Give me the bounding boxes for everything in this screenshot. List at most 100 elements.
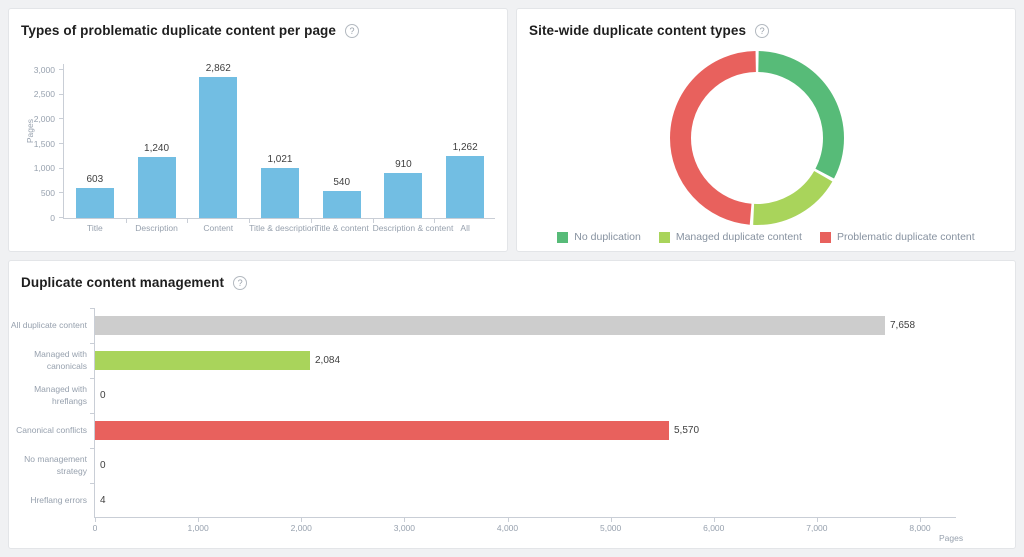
panel-types-per-page: Types of problematic duplicate content p…: [8, 8, 508, 252]
legend-label: Managed duplicate content: [675, 231, 802, 243]
help-icon[interactable]: ?: [755, 23, 770, 38]
bar-slot-title-content: 540: [311, 177, 373, 218]
bar-value-label: 2,862: [205, 63, 231, 74]
legend-item-managed-duplicate-content[interactable]: Managed duplicate content: [658, 231, 802, 243]
bar-all[interactable]: [446, 156, 485, 218]
x-axis-tick: [610, 518, 612, 522]
bar-value-label: 7,658: [890, 320, 916, 331]
x-tick-label: Description & content: [372, 223, 454, 233]
y-tick-label: 0: [50, 212, 55, 223]
x-axis-tick: [507, 518, 509, 522]
row-label-no-management-strategy: No management strategy: [24, 454, 87, 476]
x-axis-tick: [816, 518, 818, 522]
chart-title-types-per-page: Types of problematic duplicate content p…: [21, 23, 337, 38]
bar-slot-description-content: 910: [373, 159, 435, 218]
x-tick-label: Title & description: [249, 223, 317, 233]
x-axis-tick: [95, 518, 96, 522]
x-tick-label: Content: [203, 223, 234, 233]
bar-slot-all: 1,262: [434, 142, 496, 218]
x-tick-label: Title: [86, 223, 103, 233]
legend-item-no-duplication[interactable]: No duplication: [557, 231, 641, 243]
legend-label: Problematic duplicate content: [836, 231, 975, 243]
x-tick-label: 6,000: [703, 523, 725, 533]
bar-slot-title: 603: [64, 174, 126, 218]
y-tick-label: 2,000: [33, 113, 55, 124]
x-axis-tick: [249, 219, 251, 223]
x-axis-tick: [125, 219, 127, 223]
x-axis-tick: [713, 518, 715, 522]
bar-title-content[interactable]: [322, 191, 361, 218]
chart-title-sitewide-types: Site-wide duplicate content types: [529, 23, 747, 38]
row-label-all-duplicate-content: All duplicate content: [10, 319, 87, 330]
y-tick-label: 2,500: [33, 89, 55, 100]
y-axis-tick: [59, 217, 63, 218]
x-axis-title: Pages: [939, 533, 964, 543]
y-tick-label: 500: [40, 187, 55, 198]
bar-value-label: 1,021: [267, 154, 293, 165]
row-label-managed-with-hreflangs: Managed with hreflangs: [34, 384, 87, 406]
help-icon[interactable]: ?: [233, 275, 248, 290]
x-axis-tick: [310, 219, 312, 223]
bar-value-label: 4: [100, 495, 106, 506]
panel-header: Duplicate content management ?: [21, 275, 248, 290]
x-tick-label: All: [460, 223, 470, 233]
y-axis-tick: [90, 378, 94, 379]
donut-segment-managed-duplicate-content[interactable]: [670, 51, 844, 225]
bar-value-label: 1,262: [452, 142, 478, 153]
bar-slot-content: 2,862: [187, 63, 249, 218]
bar-description[interactable]: [137, 157, 176, 218]
x-tick-label: Description: [135, 223, 178, 233]
x-tick-label: 5,000: [599, 523, 622, 533]
help-icon[interactable]: ?: [345, 23, 360, 38]
x-tick-label: 3,000: [393, 523, 416, 533]
panel-header: Types of problematic duplicate content p…: [21, 23, 360, 38]
y-axis-tick: [59, 143, 63, 144]
x-tick-label: 4,000: [496, 523, 519, 533]
bar-value-label: 603: [86, 174, 104, 185]
row-label-canonical-conflicts: Canonical conflicts: [16, 424, 87, 435]
bar-all-duplicate-content[interactable]: [95, 316, 885, 335]
y-axis-tick: [90, 448, 94, 449]
hbar-plot-area: All duplicate content 7,658 Managed with c…: [11, 308, 956, 533]
row-label-hreflang-errors: Hreflang errors: [30, 494, 87, 505]
y-tick-label: 1,500: [33, 138, 55, 149]
bar-value-label: 0: [100, 390, 106, 401]
y-tick-label: 1,000: [33, 163, 55, 174]
legend-label: No duplication: [574, 231, 641, 243]
bar-managed-with-canonicals[interactable]: [95, 351, 310, 370]
bar-slot-title-description: 1,021: [249, 154, 311, 218]
y-axis-tick: [90, 483, 94, 484]
x-axis-tick: [434, 219, 436, 223]
panel-duplicate-management: Duplicate content management ? All dupli…: [8, 260, 1016, 549]
x-axis-tick: [372, 219, 374, 223]
donut-segment-no-duplication[interactable]: [670, 51, 844, 225]
y-axis-tick: [90, 413, 94, 414]
bar-title[interactable]: [75, 188, 114, 218]
bar-content[interactable]: [199, 77, 238, 218]
bar-title-description[interactable]: [260, 168, 299, 218]
x-tick-label: 8,000: [909, 523, 931, 533]
bar-description-content[interactable]: [384, 173, 423, 218]
y-axis-tick: [59, 69, 63, 70]
panel-header: Site-wide duplicate content types ?: [529, 23, 770, 38]
donut-segment-problematic-duplicate-content[interactable]: [670, 51, 844, 225]
x-tick-label: Title & content: [314, 223, 369, 233]
bar-value-label: 2,084: [315, 355, 341, 366]
y-tick-label: 3,000: [33, 64, 55, 75]
x-tick-label: 2,000: [290, 523, 312, 533]
legend-item-problematic-duplicate-content[interactable]: Problematic duplicate content: [819, 231, 975, 243]
legend-swatch: [819, 231, 831, 243]
y-axis-tick: [59, 192, 63, 194]
bar-canonical-conflicts[interactable]: [95, 421, 669, 440]
y-axis-tick: [59, 118, 63, 120]
panel-sitewide-types: Site-wide duplicate content types ? No d…: [516, 8, 1016, 252]
donut-chart: [670, 51, 844, 225]
row-label-managed-with-canonicals: Managed with canonicals: [34, 349, 87, 371]
bar-value-label: 1,240: [144, 143, 170, 154]
x-axis-tick: [198, 518, 200, 522]
legend-swatch: [658, 231, 670, 243]
y-axis-tick: [59, 167, 63, 169]
vbar-plot-area: 603 Title 1,240 Description 2,862 Content 1,02…: [34, 63, 496, 233]
x-tick-label: 0: [92, 523, 98, 533]
